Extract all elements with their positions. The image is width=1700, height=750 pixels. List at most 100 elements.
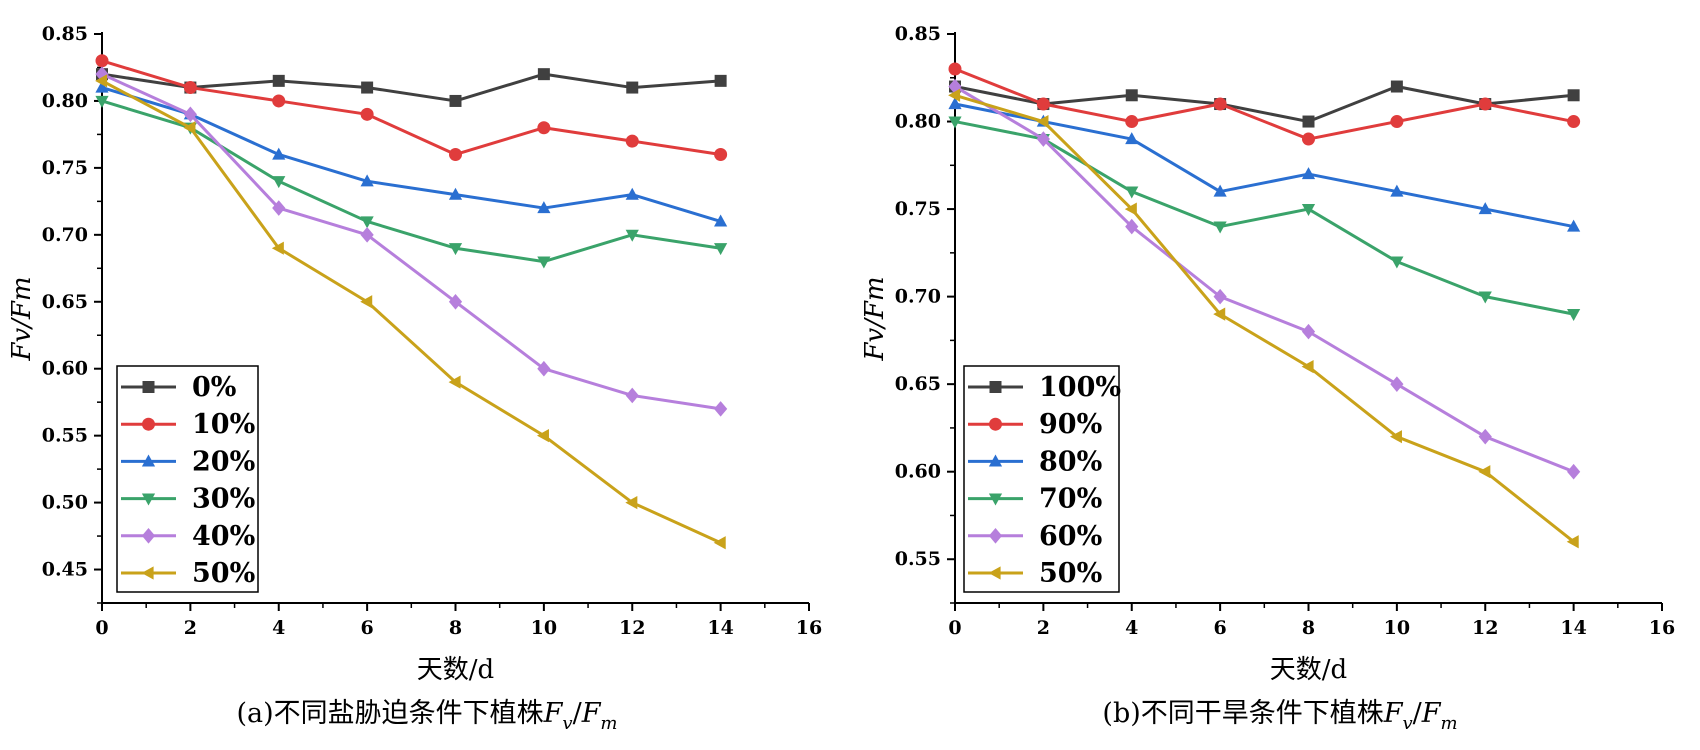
chart-b-y-tick-label: 0.65 (895, 373, 941, 395)
chart-a-data-point (714, 243, 728, 256)
chart-b-legend-marker (988, 493, 1003, 506)
chart-a-x-tick-label: 10 (531, 617, 557, 639)
chart-a-x-tick-label: 8 (449, 617, 462, 639)
chart-a-y-tick-label: 0.45 (42, 559, 88, 581)
chart-b-legend-marker (988, 566, 1001, 580)
chart-b-data-point (1213, 184, 1227, 197)
chart-a-data-point (448, 293, 463, 310)
chart-b-data-point (1567, 89, 1580, 102)
chart-b-data-point (1213, 97, 1227, 111)
chart-b-data-point (1478, 291, 1492, 304)
chart-b-legend-label: 70% (1039, 484, 1102, 515)
chart-a-data-point (625, 134, 639, 148)
chart-a-data-point (448, 375, 461, 389)
chart-b-data-point (1390, 256, 1404, 269)
chart-b-legend-marker (989, 381, 1002, 393)
chart-a-data-point (360, 216, 374, 229)
chart-b-x-tick-label: 6 (1214, 617, 1227, 639)
chart-b-y-tick-label: 0.80 (895, 111, 941, 133)
chart-a-data-point (537, 360, 551, 377)
chart-b-data-point (1036, 114, 1049, 129)
chart-a-series-line-5 (101, 79, 722, 545)
chart-a-x-tick-label: 0 (95, 617, 108, 639)
chart-b-data-point (1478, 202, 1492, 215)
chart-a-legend-marker (142, 381, 155, 393)
chart-a-data-point (272, 200, 286, 216)
chart-a-y-tick-label: 0.80 (42, 90, 88, 112)
chart-a-data-point (449, 94, 462, 107)
chart-b-data-point (948, 62, 962, 76)
chart-b-legend-label: 90% (1039, 409, 1102, 440)
chart-a-data-point (537, 201, 551, 214)
chart-b-y-tick-label: 0.60 (895, 461, 941, 483)
chart-b-x-tick-label: 10 (1384, 617, 1410, 639)
chart-a-data-point (625, 229, 639, 242)
chart-b-data-point (1125, 132, 1139, 145)
chart-b-data-point (948, 97, 962, 110)
chart-b-data-point (1036, 97, 1050, 111)
chart-a-legend-marker (141, 566, 154, 580)
chart-a-y-tick-label: 0.55 (42, 425, 88, 447)
chart-a-y-axis-label: Fv/Fm (7, 276, 37, 361)
chart-b-data-point (1390, 80, 1403, 93)
chart-b-data-point (1566, 535, 1579, 549)
chart-b-y-axis-label: Fv/Fm (860, 276, 890, 361)
chart-a-data-point (536, 429, 549, 443)
chart-a-y-tick-label: 0.60 (42, 358, 88, 380)
chart-a-x-tick-label: 2 (184, 617, 197, 639)
chart-b-data-point (1567, 463, 1581, 480)
chart-b-series-line-1 (954, 67, 1574, 141)
chart-a-data-point (95, 66, 109, 82)
chart-a-data-point (360, 295, 373, 309)
chart-b-data-point (1125, 186, 1139, 199)
chart-a: 0 2 4 6 8 10 12 14 16 0.45 0.50 0.55 0.60 0.65 0.70 0.7… (7, 23, 822, 734)
chart-b-data-point (1390, 376, 1404, 392)
chart-a-legend: 0% 10% 20% 30% 40% 50% (116, 365, 259, 593)
chart-b-data-point (1567, 219, 1581, 232)
chart-b-data-point (1213, 288, 1227, 305)
chart-a-data-point (95, 74, 108, 88)
chart-b-data-point (1478, 97, 1492, 111)
chart-a-data-point (448, 187, 463, 200)
chart-a-legend-box (116, 365, 259, 593)
chart-b-y-tick-label: 0.70 (895, 286, 941, 308)
chart-b-legend-label: 80% (1039, 446, 1102, 477)
chart-b-legend-label: 50% (1039, 558, 1102, 589)
chart-b-data-point (1389, 430, 1402, 444)
chart-a-data-point (714, 214, 728, 227)
chart-a-data-point (271, 241, 284, 255)
chart-a-data-point (714, 401, 728, 417)
chart-b-series-line-3 (954, 120, 1574, 316)
chart-a-x-tick-label: 14 (707, 617, 733, 639)
chart-b-x-axis-label: 天数/d (1270, 655, 1347, 685)
chart-a-data-point (537, 121, 551, 135)
chart-b-legend-label: 100% (1039, 372, 1121, 403)
chart-a-legend-label: 0% (192, 372, 236, 403)
chart-a-legend-label: 50% (192, 558, 255, 589)
chart-a-data-point (537, 256, 551, 269)
chart-b-legend: 100% 90% 80% 70% 60% 50% (963, 365, 1121, 593)
chart-a-data-point (95, 54, 109, 68)
chart-a-x-axis-label: 天数/d (417, 655, 494, 685)
chart-b-data-point (948, 116, 962, 129)
chart-b-x-tick-label: 16 (1649, 617, 1675, 639)
chart-a-data-point (183, 106, 197, 123)
chart-a-legend-label: 20% (192, 446, 255, 477)
chart-b-data-point (1390, 115, 1404, 129)
chart-b-data-point (1302, 132, 1315, 146)
chart-a-data-point (625, 387, 639, 404)
chart-b-data-point (1213, 221, 1227, 234)
chart-b-series-line-0 (954, 85, 1574, 124)
chart-a-series-line-0 (101, 72, 721, 103)
chart-b-data-point (1213, 307, 1226, 321)
chart-a-y-tick-label: 0.70 (42, 224, 88, 246)
chart-a-legend-label: 30% (192, 484, 255, 515)
chart-b-series-line-4 (954, 85, 1575, 474)
chart-a-data-point (360, 174, 374, 187)
chart-b-data-point (948, 88, 961, 102)
chart-a-data-point (183, 81, 197, 95)
chart-a-data-point (95, 80, 109, 93)
chart-a-data-point (714, 147, 728, 161)
chart-b-data-point (1301, 360, 1314, 374)
chart-a-legend-label: 40% (192, 521, 255, 552)
